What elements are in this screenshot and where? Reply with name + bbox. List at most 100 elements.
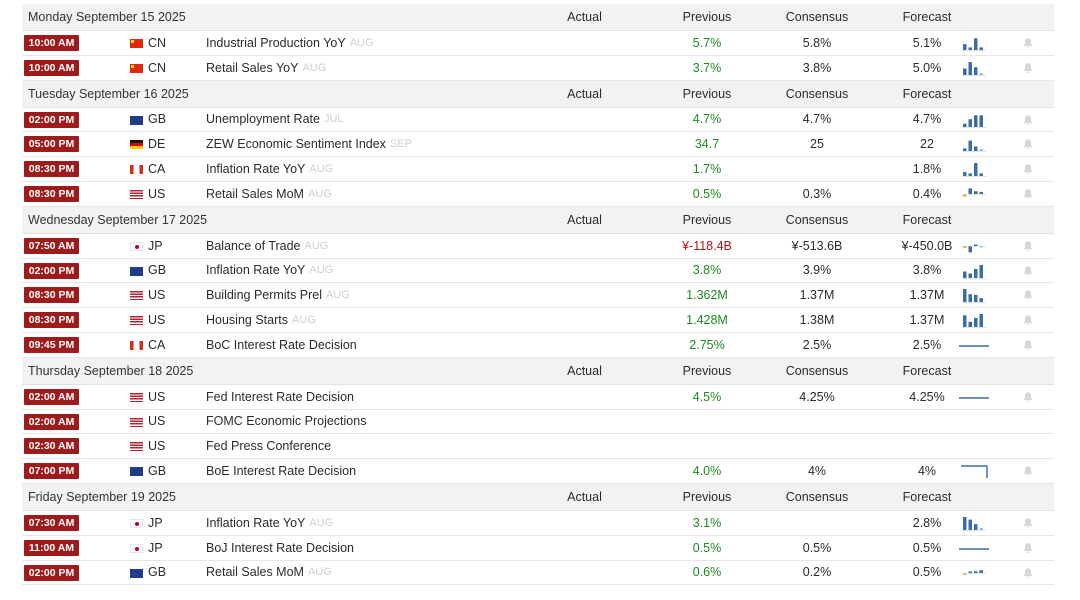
event-name-cell[interactable]: Retail Sales MoM AUG [206, 182, 332, 206]
forecast-value: 1.37M [909, 313, 945, 328]
event-name-cell[interactable]: Industrial Production YoY AUG [206, 31, 374, 55]
event-row[interactable]: 02:00 PM GB Retail Sales MoM AUG 0.6% 0.2% 0.5… [22, 560, 1054, 586]
event-name-cell[interactable]: BoJ Interest Rate Decision [206, 536, 354, 560]
sparkline-chart[interactable] [959, 238, 989, 255]
event-row[interactable]: 09:45 PM CA BoC Interest Rate Decision 2.75… [22, 332, 1054, 358]
event-row[interactable]: 07:50 AM JP Balance of Trade AUG ¥-118.4B ¥-5… [22, 233, 1054, 259]
sparkline-chart[interactable] [959, 540, 989, 557]
consensus-value: 4% [807, 464, 827, 479]
event-name[interactable]: Fed Press Conference [206, 439, 332, 454]
bell-icon[interactable] [1022, 465, 1034, 477]
event-row[interactable]: 02:00 AM US Fed Interest Rate Decision 4.5%… [22, 384, 1054, 410]
event-name[interactable]: Balance of Trade [206, 238, 301, 253]
previous-value: 0.6% [692, 565, 722, 580]
event-row[interactable]: 10:00 AM CN Retail Sales YoY AUG 3.7% 3.8% 5.0… [22, 55, 1054, 81]
sparkline-chart[interactable] [959, 312, 989, 329]
event-name-cell[interactable]: Housing Starts AUG [206, 308, 316, 332]
bell-icon[interactable] [1022, 542, 1034, 554]
event-name-cell[interactable]: BoC Interest Rate Decision [206, 333, 357, 357]
event-name[interactable]: Retail Sales MoM [206, 565, 304, 580]
sparkline-chart[interactable] [959, 186, 989, 203]
sparkline-chart[interactable] [959, 112, 989, 129]
event-name-cell[interactable]: Balance of Trade AUG [206, 234, 328, 258]
event-name[interactable]: Inflation Rate YoY [206, 515, 306, 530]
previous-value: 2.75% [689, 337, 725, 352]
sparkline-chart[interactable] [959, 515, 989, 532]
event-name[interactable]: Retail Sales MoM [206, 186, 304, 201]
event-row[interactable]: 07:30 AM JP Inflation Rate YoY AUG 3.1% 2.8% [22, 510, 1054, 536]
event-row[interactable]: 02:30 AM US Fed Press Conference [22, 434, 1054, 460]
event-name-cell[interactable]: Inflation Rate YoY AUG [206, 157, 333, 181]
event-name[interactable]: BoJ Interest Rate Decision [206, 540, 354, 555]
bell-icon[interactable] [1022, 138, 1034, 150]
sparkline-chart[interactable] [959, 287, 989, 304]
event-name[interactable]: BoC Interest Rate Decision [206, 337, 357, 352]
event-name-cell[interactable]: FOMC Economic Projections [206, 410, 366, 434]
flag-gb-icon [130, 266, 143, 276]
event-name-cell[interactable]: Retail Sales YoY AUG [206, 56, 326, 80]
bell-icon[interactable] [1022, 265, 1034, 277]
bell-icon[interactable] [1022, 240, 1034, 252]
event-name[interactable]: Industrial Production YoY [206, 35, 346, 50]
event-name-cell[interactable]: Fed Press Conference [206, 434, 331, 458]
column-header-consensus: Consensus [785, 489, 849, 504]
country-code: CA [148, 162, 166, 177]
sparkline-chart[interactable] [959, 565, 989, 582]
country-code: US [148, 313, 166, 328]
bell-icon[interactable] [1022, 163, 1034, 175]
event-name[interactable]: BoE Interest Rate Decision [206, 464, 357, 479]
event-row[interactable]: 02:00 PM GB Unemployment Rate JUL 4.7% 4.7% 4.… [22, 107, 1054, 133]
event-row[interactable]: 05:00 PM DE ZEW Economic Sentiment Index SE… [22, 132, 1054, 158]
spark-bar [968, 61, 972, 75]
bell-icon[interactable] [1022, 289, 1034, 301]
event-name[interactable]: Fed Interest Rate Decision [206, 389, 354, 404]
event-name[interactable]: ZEW Economic Sentiment Index [206, 137, 386, 152]
event-name[interactable]: Unemployment Rate [206, 112, 320, 127]
event-row[interactable]: 08:30 PM CA Inflation Rate YoY AUG 1.7% 1.8% [22, 157, 1054, 182]
event-name-cell[interactable]: BoE Interest Rate Decision [206, 459, 356, 483]
event-period: SEP [389, 138, 412, 151]
bell-icon[interactable] [1022, 114, 1034, 126]
sparkline-chart[interactable] [959, 35, 989, 52]
consensus-value: 25 [810, 137, 824, 152]
bell-icon[interactable] [1022, 391, 1034, 403]
event-name[interactable]: Retail Sales YoY [206, 60, 299, 75]
bell-icon[interactable] [1022, 37, 1034, 49]
previous-value: 0.5% [692, 186, 722, 201]
sparkline-chart[interactable] [959, 60, 989, 77]
event-name-cell[interactable]: Inflation Rate YoY AUG [206, 511, 333, 535]
event-row[interactable]: 07:00 PM GB BoE Interest Rate Decision 4.0%… [22, 459, 1054, 484]
bell-icon[interactable] [1022, 188, 1034, 200]
bell-icon[interactable] [1022, 567, 1034, 579]
sparkline-chart[interactable] [959, 389, 989, 406]
sparkline-chart[interactable] [959, 337, 989, 354]
sparkline-chart[interactable] [959, 161, 989, 178]
event-row[interactable]: 08:30 PM US Housing Starts AUG 1.428M 1.38M 1.… [22, 308, 1054, 333]
sparkline-chart[interactable] [959, 263, 989, 280]
bell-icon[interactable] [1022, 314, 1034, 326]
event-row[interactable]: 11:00 AM JP BoJ Interest Rate Decision 0.5%… [22, 535, 1054, 561]
event-name[interactable]: Housing Starts [206, 313, 288, 328]
bell-icon[interactable] [1022, 62, 1034, 74]
event-name[interactable]: Inflation Rate YoY [206, 263, 306, 278]
bell-icon[interactable] [1022, 339, 1034, 351]
sparkline-chart[interactable] [959, 136, 989, 153]
event-name[interactable]: Inflation Rate YoY [206, 162, 306, 177]
event-row[interactable]: 02:00 AM US FOMC Economic Projections [22, 409, 1054, 435]
spark-step-line [961, 465, 988, 479]
flag-us-icon [130, 417, 143, 427]
event-name[interactable]: Building Permits Prel [206, 288, 323, 303]
event-name-cell[interactable]: Unemployment Rate JUL [206, 108, 344, 132]
event-name-cell[interactable]: Fed Interest Rate Decision [206, 385, 354, 409]
event-name-cell[interactable]: Inflation Rate YoY AUG [206, 259, 333, 283]
bell-icon[interactable] [1022, 517, 1034, 529]
event-name-cell[interactable]: Building Permits Prel AUG [206, 283, 350, 307]
sparkline-chart[interactable] [959, 463, 989, 480]
event-row[interactable]: 02:00 PM GB Inflation Rate YoY AUG 3.8% 3.9% 3… [22, 258, 1054, 284]
event-row[interactable]: 08:30 PM US Building Permits Prel AUG 1.362M… [22, 283, 1054, 309]
event-row[interactable]: 08:30 PM US Retail Sales MoM AUG 0.5% 0.3% 0.4… [22, 181, 1054, 207]
event-row[interactable]: 10:00 AM CN Industrial Production YoY AUG 5.… [22, 31, 1054, 56]
event-name-cell[interactable]: Retail Sales MoM AUG [206, 561, 332, 585]
event-name[interactable]: FOMC Economic Projections [206, 414, 367, 429]
event-name-cell[interactable]: ZEW Economic Sentiment Index SEP [206, 132, 412, 156]
